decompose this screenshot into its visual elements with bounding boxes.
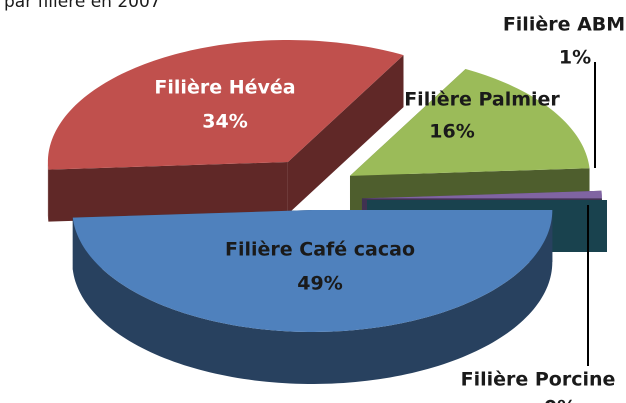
slice-face <box>48 162 288 222</box>
slice-face <box>349 68 590 176</box>
slice-face <box>361 190 602 199</box>
slice <box>72 209 553 384</box>
pie <box>47 40 607 384</box>
slice-label: Filière Porcine <box>461 369 616 391</box>
value-label: 49% <box>297 273 342 295</box>
chart-title: par filière en 2007 <box>4 0 161 12</box>
slice <box>47 40 404 222</box>
value-label: 1% <box>559 47 591 69</box>
value-label: 0% <box>544 397 576 403</box>
slice-face <box>47 40 404 170</box>
slice-face <box>287 55 404 215</box>
slice-label: Filière ABM <box>503 14 625 36</box>
slice-face <box>72 209 553 332</box>
value-label: 34% <box>202 111 247 133</box>
value-label: 16% <box>429 121 474 143</box>
slice-face <box>72 209 553 384</box>
slice-label: Filière Palmier <box>404 89 560 111</box>
slice-label: Filière Hévéa <box>154 77 295 99</box>
slice-label: Filière Café cacao <box>225 239 415 261</box>
